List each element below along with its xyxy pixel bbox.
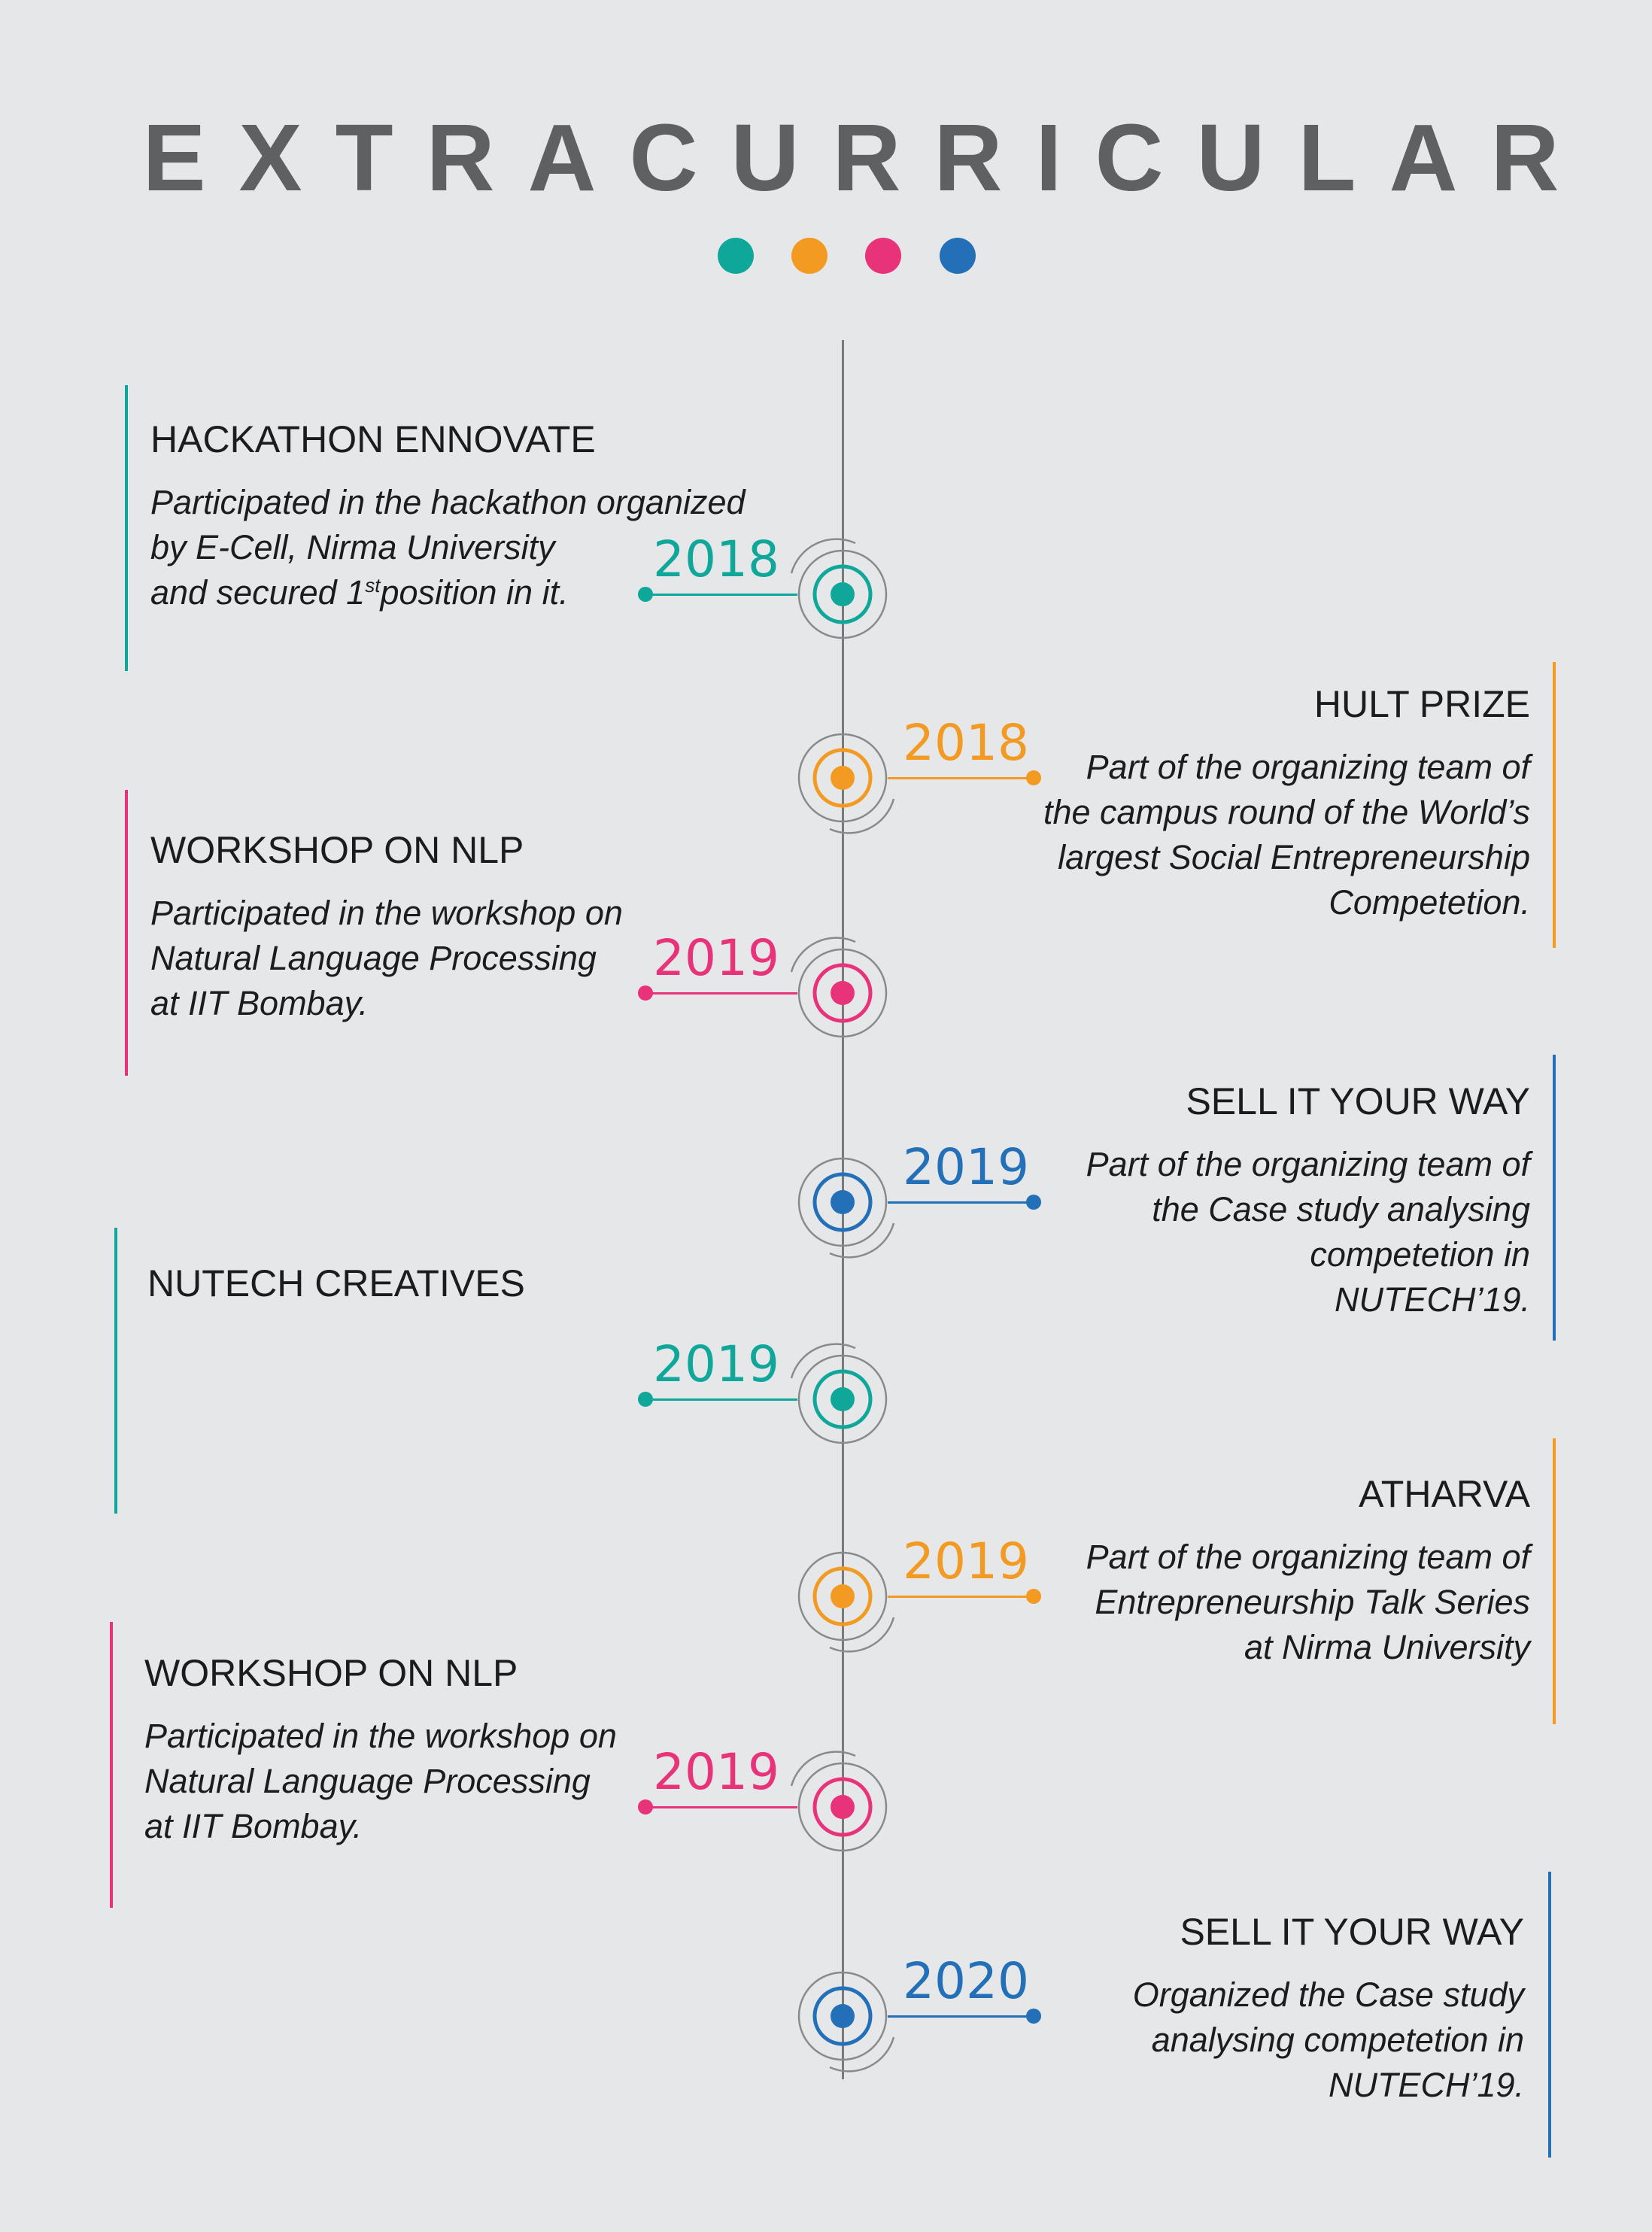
accent-bar — [1553, 1438, 1556, 1724]
header-dot-pink — [865, 238, 901, 274]
connector-line — [645, 992, 797, 995]
year-label: 2018 — [903, 714, 1029, 772]
description-line: Competetion. — [1329, 883, 1530, 922]
event-description: Part of the organizing team of the Case s… — [1086, 1142, 1530, 1322]
event-description: Participated in the workshop on Natural L… — [150, 891, 623, 1026]
target-icon — [790, 538, 888, 639]
target-icon — [797, 733, 895, 834]
connector-dot — [638, 985, 653, 1001]
connector-dot — [638, 587, 653, 602]
event-heading: NUTECH CREATIVES — [147, 1262, 525, 1304]
description-line: and secured 1stposition in it. — [150, 573, 569, 612]
year-label: 2019 — [653, 929, 779, 987]
description-line: NUTECH’19. — [1334, 1280, 1530, 1319]
target-icon — [797, 1971, 895, 2073]
accent-bar — [1553, 662, 1556, 948]
accent-bar — [1553, 1055, 1556, 1341]
connector-dot — [1026, 1589, 1041, 1604]
connector-dot — [638, 1799, 653, 1814]
event-heading: HULT PRIZE — [1313, 683, 1530, 725]
description-line: analysing competetion in — [1151, 2021, 1524, 2059]
connector-line — [645, 594, 797, 596]
header-dot-teal — [718, 238, 754, 274]
description-line: at IIT Bombay. — [150, 984, 369, 1022]
accent-bar — [114, 1228, 117, 1514]
description-line: competetion in — [1310, 1235, 1530, 1274]
connector-line — [888, 1201, 1034, 1204]
year-label: 2019 — [903, 1532, 1029, 1590]
description-line: at IIT Bombay. — [144, 1807, 363, 1845]
target-icon — [790, 937, 888, 1038]
event-heading: WORKSHOP ON NLP — [144, 1652, 518, 1694]
connector-line — [888, 2015, 1034, 2018]
timeline-node-6 — [790, 1751, 891, 1856]
accent-bar — [110, 1622, 113, 1908]
description-line: Part of the organizing team of — [1086, 1538, 1530, 1576]
header-dot-orange — [791, 238, 828, 274]
target-icon — [790, 1751, 888, 1852]
timeline-node-1 — [794, 729, 895, 834]
timeline-node-2 — [790, 937, 891, 1042]
description-line: Organized the Case study — [1132, 1975, 1524, 2014]
connector-line — [645, 1806, 797, 1808]
connector-line — [645, 1398, 797, 1401]
event-heading: SELL IT YOUR WAY — [1180, 1911, 1524, 1953]
description-line: at Nirma University — [1244, 1628, 1530, 1666]
description-line: Participated in the workshop on — [144, 1717, 617, 1755]
description-line: the campus round of the World’s — [1043, 793, 1530, 831]
event-description: Participated in the hackathon organized b… — [150, 480, 746, 615]
description-line: largest Social Entrepreneurship — [1058, 838, 1530, 876]
timeline-node-5 — [794, 1547, 895, 1653]
description-line: by E-Cell, Nirma University — [150, 528, 555, 566]
description-line: Entrepreneurship Talk Series — [1095, 1583, 1530, 1621]
target-icon — [790, 1343, 888, 1444]
ordinal-suffix: st — [365, 574, 381, 597]
event-description: Part of the organizing team of the campus… — [1043, 745, 1530, 925]
year-label: 2019 — [653, 1743, 779, 1801]
timeline-node-4 — [790, 1343, 891, 1448]
connector-line — [888, 1596, 1034, 1598]
year-label: 2018 — [653, 530, 779, 588]
timeline-node-3 — [794, 1153, 895, 1259]
description-line: Natural Language Processing — [150, 939, 597, 977]
event-heading: SELL IT YOUR WAY — [1186, 1080, 1530, 1122]
event-heading: ATHARVA — [1359, 1473, 1530, 1515]
description-line: NUTECH’19. — [1328, 2066, 1524, 2104]
event-heading: HACKATHON ENNOVATE — [150, 418, 596, 460]
accent-bar — [125, 385, 128, 671]
event-heading: WORKSHOP ON NLP — [150, 829, 524, 871]
page-title: EXTRACURRICULAR — [142, 105, 1593, 211]
connector-dot — [1026, 2009, 1041, 2024]
event-description: Organized the Case study analysing compet… — [1133, 1972, 1524, 2108]
timeline-node-0 — [790, 538, 891, 643]
target-icon — [797, 1551, 895, 1653]
year-label: 2019 — [903, 1138, 1029, 1196]
year-label: 2019 — [653, 1335, 779, 1393]
connector-line — [888, 777, 1034, 779]
header-dot-blue — [940, 238, 976, 274]
description-line: Participated in the hackathon organized — [150, 483, 746, 521]
connector-dot — [638, 1392, 653, 1407]
accent-bar — [1548, 1872, 1551, 2158]
description-line: Participated in the workshop on — [150, 894, 623, 932]
target-icon — [797, 1157, 895, 1259]
accent-bar — [125, 790, 128, 1076]
description-line: Part of the organizing team of — [1086, 748, 1530, 786]
year-label: 2020 — [903, 1952, 1029, 2010]
event-description: Participated in the workshop on Natural L… — [144, 1714, 617, 1849]
description-line: the Case study analysing — [1152, 1190, 1530, 1228]
description-line: Part of the organizing team of — [1086, 1145, 1530, 1183]
connector-dot — [1026, 1195, 1041, 1210]
timeline-node-7 — [794, 1967, 895, 2073]
description-line: Natural Language Processing — [144, 1762, 591, 1800]
connector-dot — [1026, 770, 1041, 785]
event-description: Part of the organizing team of Entreprene… — [1086, 1535, 1530, 1670]
